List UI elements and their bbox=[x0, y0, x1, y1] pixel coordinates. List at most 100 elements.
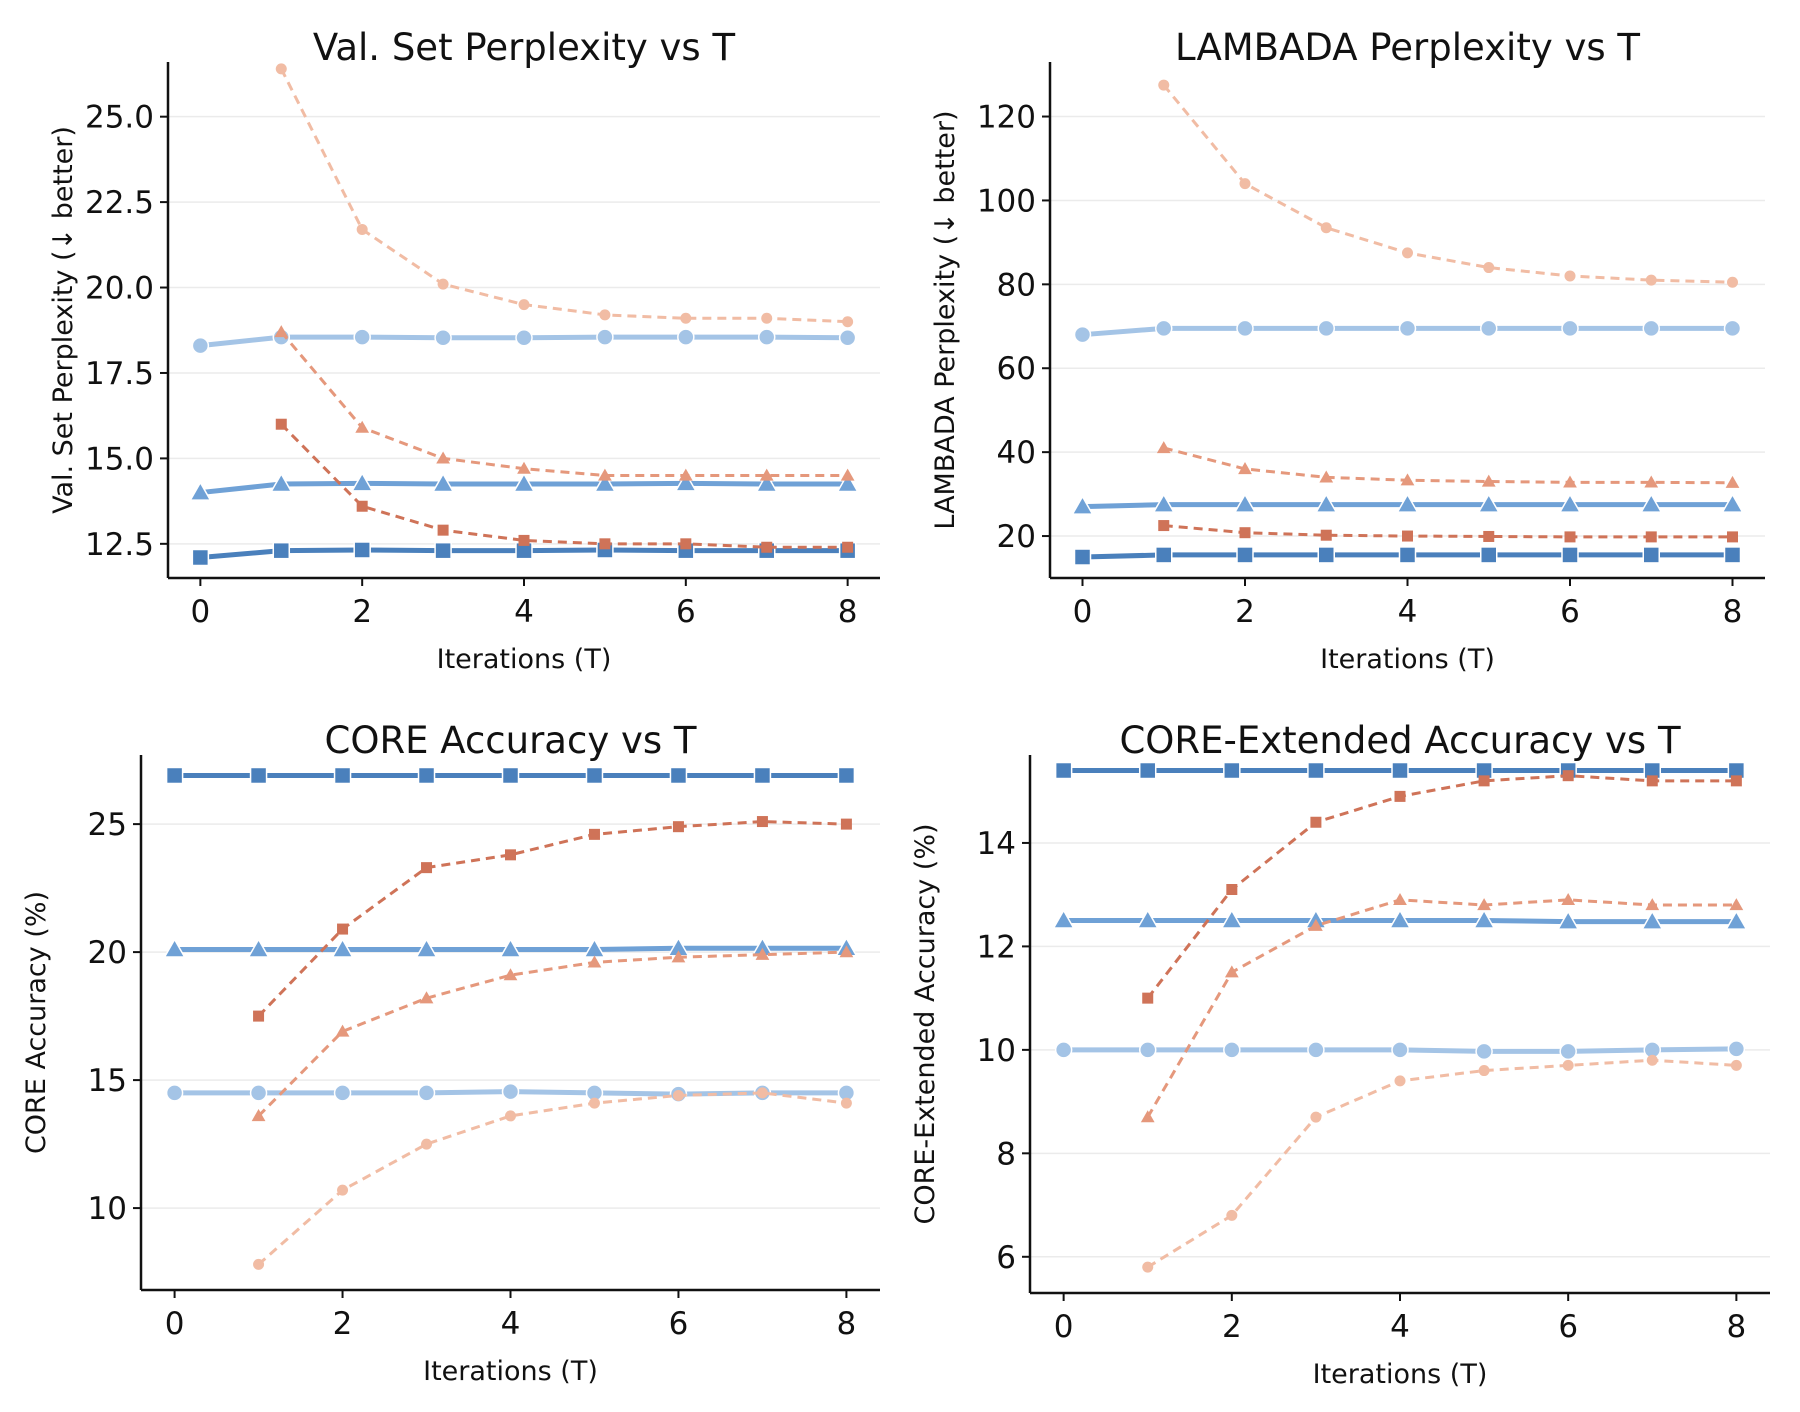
data-point bbox=[1073, 548, 1092, 566]
data-point bbox=[759, 468, 774, 481]
y-tick-label: 17.5 bbox=[85, 356, 154, 392]
x-axis-label: Iterations (T) bbox=[437, 644, 612, 675]
data-point bbox=[1564, 531, 1576, 543]
data-point bbox=[1727, 1040, 1746, 1058]
series-line bbox=[280, 330, 848, 477]
data-point bbox=[1152, 493, 1176, 513]
data-point bbox=[518, 299, 530, 311]
data-point bbox=[1236, 546, 1254, 564]
data-point bbox=[1729, 898, 1744, 911]
data-point bbox=[839, 945, 854, 958]
data-point bbox=[1391, 761, 1409, 780]
data-point bbox=[501, 766, 520, 785]
x-tick-label: 2 bbox=[352, 594, 372, 630]
data-point bbox=[1639, 493, 1663, 513]
data-point bbox=[274, 325, 289, 338]
x-tick-label: 0 bbox=[190, 594, 210, 630]
data-point bbox=[251, 1109, 266, 1122]
data-point bbox=[518, 534, 530, 546]
data-point bbox=[1559, 1042, 1577, 1061]
y-tick-label: 25.0 bbox=[85, 100, 154, 136]
chart-title: LAMBADA Perplexity vs T bbox=[1175, 26, 1640, 69]
data-point bbox=[333, 1084, 352, 1102]
data-point bbox=[1226, 1209, 1238, 1221]
y-axis-label: LAMBADA Perplexity (↓ better) bbox=[930, 110, 961, 529]
data-point bbox=[672, 821, 684, 833]
data-point bbox=[1400, 473, 1415, 486]
data-point bbox=[1561, 892, 1576, 906]
x-tick-label: 4 bbox=[514, 594, 534, 630]
series-line bbox=[1146, 898, 1737, 1118]
data-point bbox=[515, 329, 533, 347]
data-point bbox=[517, 461, 531, 474]
series-line bbox=[1146, 1058, 1737, 1269]
data-point bbox=[436, 451, 450, 464]
data-point bbox=[191, 548, 210, 567]
data-point bbox=[840, 468, 855, 481]
data-point bbox=[1477, 898, 1491, 911]
x-tick-label: 4 bbox=[1390, 1309, 1410, 1345]
data-point bbox=[840, 818, 852, 830]
y-tick-label: 100 bbox=[977, 183, 1036, 219]
series-line bbox=[280, 423, 848, 549]
data-point bbox=[669, 766, 688, 785]
y-tick-label: 20.0 bbox=[85, 271, 154, 307]
data-point bbox=[1239, 527, 1251, 539]
data-point bbox=[1644, 475, 1659, 488]
data-point bbox=[1054, 761, 1073, 780]
data-point bbox=[1475, 1042, 1493, 1061]
series-line bbox=[1163, 524, 1733, 539]
data-point bbox=[599, 309, 611, 321]
x-axis-label: Iterations (T) bbox=[1320, 644, 1495, 675]
data-point bbox=[505, 849, 516, 861]
y-tick-label: 6 bbox=[996, 1240, 1016, 1276]
series-line bbox=[1163, 446, 1733, 485]
chart-panel-1: 12.5 15.0 17.5 20.0 22.5 25.0 0 2 4 6 8 Iterations … bbox=[48, 26, 880, 675]
x-tick-label: 8 bbox=[1723, 594, 1743, 630]
data-point bbox=[1391, 1041, 1409, 1059]
data-point bbox=[189, 481, 212, 501]
data-point bbox=[757, 328, 776, 346]
data-point bbox=[437, 524, 449, 536]
data-point bbox=[838, 329, 857, 347]
data-point bbox=[671, 950, 686, 963]
data-point bbox=[755, 472, 779, 493]
data-point bbox=[356, 223, 368, 235]
data-point bbox=[275, 418, 287, 430]
data-point bbox=[1158, 79, 1170, 91]
data-point bbox=[350, 471, 374, 492]
x-tick-label: 0 bbox=[165, 1306, 185, 1342]
data-point bbox=[588, 1097, 600, 1109]
data-point bbox=[505, 1110, 516, 1122]
y-tick-label: 60 bbox=[997, 351, 1036, 387]
data-point bbox=[1223, 1041, 1241, 1059]
data-point bbox=[1396, 493, 1419, 513]
data-point bbox=[677, 328, 695, 346]
x-tick-label: 8 bbox=[837, 1306, 857, 1342]
data-point bbox=[1158, 520, 1170, 532]
data-point bbox=[755, 947, 770, 960]
data-point bbox=[1480, 546, 1498, 564]
data-point bbox=[1320, 222, 1332, 234]
series-line bbox=[1146, 774, 1737, 1000]
data-point bbox=[331, 938, 354, 958]
data-point bbox=[1564, 270, 1576, 282]
data-point bbox=[1394, 790, 1406, 802]
data-point bbox=[1725, 475, 1740, 488]
x-tick-label: 0 bbox=[1073, 594, 1093, 630]
y-tick-label: 10 bbox=[977, 1033, 1016, 1069]
data-point bbox=[333, 766, 352, 785]
data-point bbox=[1239, 178, 1251, 190]
y-tick-label: 40 bbox=[997, 435, 1036, 471]
data-point bbox=[417, 1084, 436, 1102]
chart-title: Val. Set Perplexity vs T bbox=[313, 26, 736, 69]
data-point bbox=[353, 328, 371, 346]
data-point bbox=[674, 471, 698, 492]
data-point bbox=[1642, 319, 1660, 338]
data-point bbox=[1402, 530, 1413, 542]
data-point bbox=[1723, 319, 1742, 338]
data-point bbox=[415, 938, 438, 958]
data-point bbox=[1319, 470, 1334, 483]
data-point bbox=[1402, 247, 1413, 259]
data-point bbox=[680, 538, 692, 550]
